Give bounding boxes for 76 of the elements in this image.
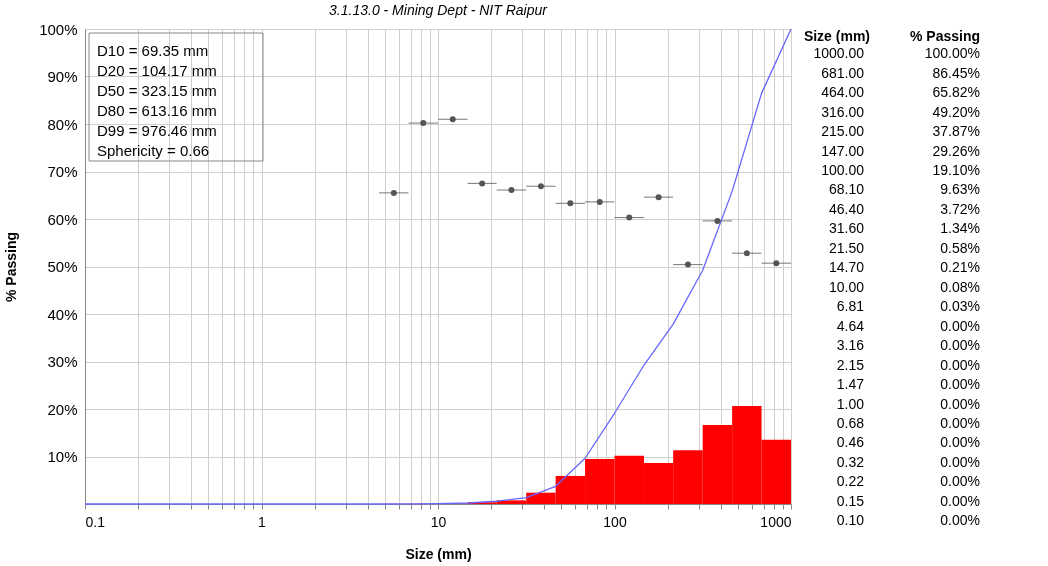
- category-label: 0.46: [836, 434, 865, 451]
- category-label: 0.22: [836, 473, 865, 490]
- x-tick-label: 1: [258, 513, 267, 530]
- category-label: 0.15: [836, 492, 865, 509]
- y-tick-label: 100%: [39, 20, 78, 38]
- annotation: Sphericity = 0.66: [97, 142, 210, 159]
- data-label: 0.21%: [940, 259, 980, 276]
- category-label: 68.10: [828, 181, 865, 198]
- annotation: D10 = 69.35 mm: [97, 42, 209, 59]
- data-label: 0.00%: [940, 414, 980, 431]
- y-axis-title: % Passing: [3, 231, 20, 303]
- category-label: 215.00: [821, 123, 865, 140]
- data-label: 0.00%: [940, 512, 980, 529]
- y-tick-label: 50%: [47, 258, 78, 275]
- annotation: D80 = 613.16 mm: [97, 102, 217, 119]
- data-label: 1.34%: [940, 220, 980, 237]
- data-label: 0.58%: [940, 239, 980, 256]
- data-label: 0.00%: [940, 356, 980, 373]
- category-label: 1.47: [836, 376, 865, 393]
- data-label: 0.00%: [940, 376, 980, 393]
- category-label: 681.00: [821, 64, 865, 81]
- category-label: 0.10: [836, 512, 865, 529]
- data-label: 0.00%: [940, 317, 980, 334]
- data-label: 0.00%: [940, 395, 980, 412]
- y-tick-label: 30%: [47, 353, 78, 370]
- category-label: 1000.00: [813, 45, 865, 62]
- y-tick-label: 10%: [47, 448, 78, 465]
- data-label: 100.00%: [924, 45, 980, 62]
- category-label: 2.15: [836, 356, 865, 373]
- data-label: 37.87%: [932, 123, 980, 140]
- category-label: 464.00: [821, 84, 865, 101]
- y-tick-label: 20%: [47, 400, 78, 418]
- x-tick-label: 10: [430, 513, 447, 530]
- y-tick-label: 70%: [47, 163, 78, 180]
- data-label: 0.00%: [940, 473, 980, 490]
- category-label: 3.16: [836, 337, 865, 354]
- x-tick-label: 100: [603, 513, 627, 530]
- data-label: 0.03%: [940, 298, 980, 315]
- annotation: D50 = 323.15 mm: [97, 82, 217, 99]
- category-label: 21.50: [828, 239, 865, 256]
- x-tick-label: 1000: [760, 513, 792, 530]
- data-label: 0.00%: [940, 453, 980, 470]
- category-label: 316.00: [821, 103, 865, 120]
- x-tick-label: 0.1: [85, 513, 106, 530]
- y-tick-label: 60%: [47, 210, 78, 228]
- y-tick-label: 80%: [47, 115, 78, 133]
- data-label: 0.00%: [940, 492, 980, 509]
- data-label: 3.72%: [940, 200, 980, 217]
- category-label: 0.32: [836, 453, 865, 470]
- data-label: 0.00%: [940, 337, 980, 354]
- data-label: 0.00%: [940, 434, 980, 451]
- annotation: D99 = 976.46 mm: [97, 122, 217, 139]
- text: % Passing: [909, 27, 980, 44]
- data-label: 9.63%: [940, 181, 980, 198]
- category-label: 0.68: [836, 414, 865, 431]
- category-label: 147.00: [821, 142, 865, 159]
- y-tick-label: 40%: [47, 305, 78, 323]
- category-label: 14.70: [828, 259, 865, 276]
- data-label: 86.45%: [932, 64, 980, 81]
- annotation: D20 = 104.17 mm: [97, 62, 217, 79]
- category-label: 31.60: [828, 220, 865, 237]
- category-label: 10.00: [828, 278, 865, 295]
- data-label: 0.08%: [940, 278, 980, 295]
- text: Size (mm): [803, 27, 870, 44]
- data-label: 19.10%: [932, 162, 980, 179]
- category-label: 4.64: [836, 317, 865, 334]
- data-label: 29.26%: [932, 142, 980, 159]
- category-label: 6.81: [836, 298, 865, 315]
- category-label: 46.40: [828, 200, 865, 217]
- category-label: 100.00: [821, 162, 865, 179]
- y-tick-label: 90%: [47, 68, 78, 85]
- x-axis-title: Size (mm): [405, 545, 472, 562]
- data-label: 49.20%: [932, 103, 980, 120]
- chart-title: 3.1.13.0 - Mining Dept - NIT Raipur: [329, 2, 549, 18]
- data-label: 65.82%: [932, 84, 980, 101]
- category-label: 1.00: [836, 395, 865, 412]
